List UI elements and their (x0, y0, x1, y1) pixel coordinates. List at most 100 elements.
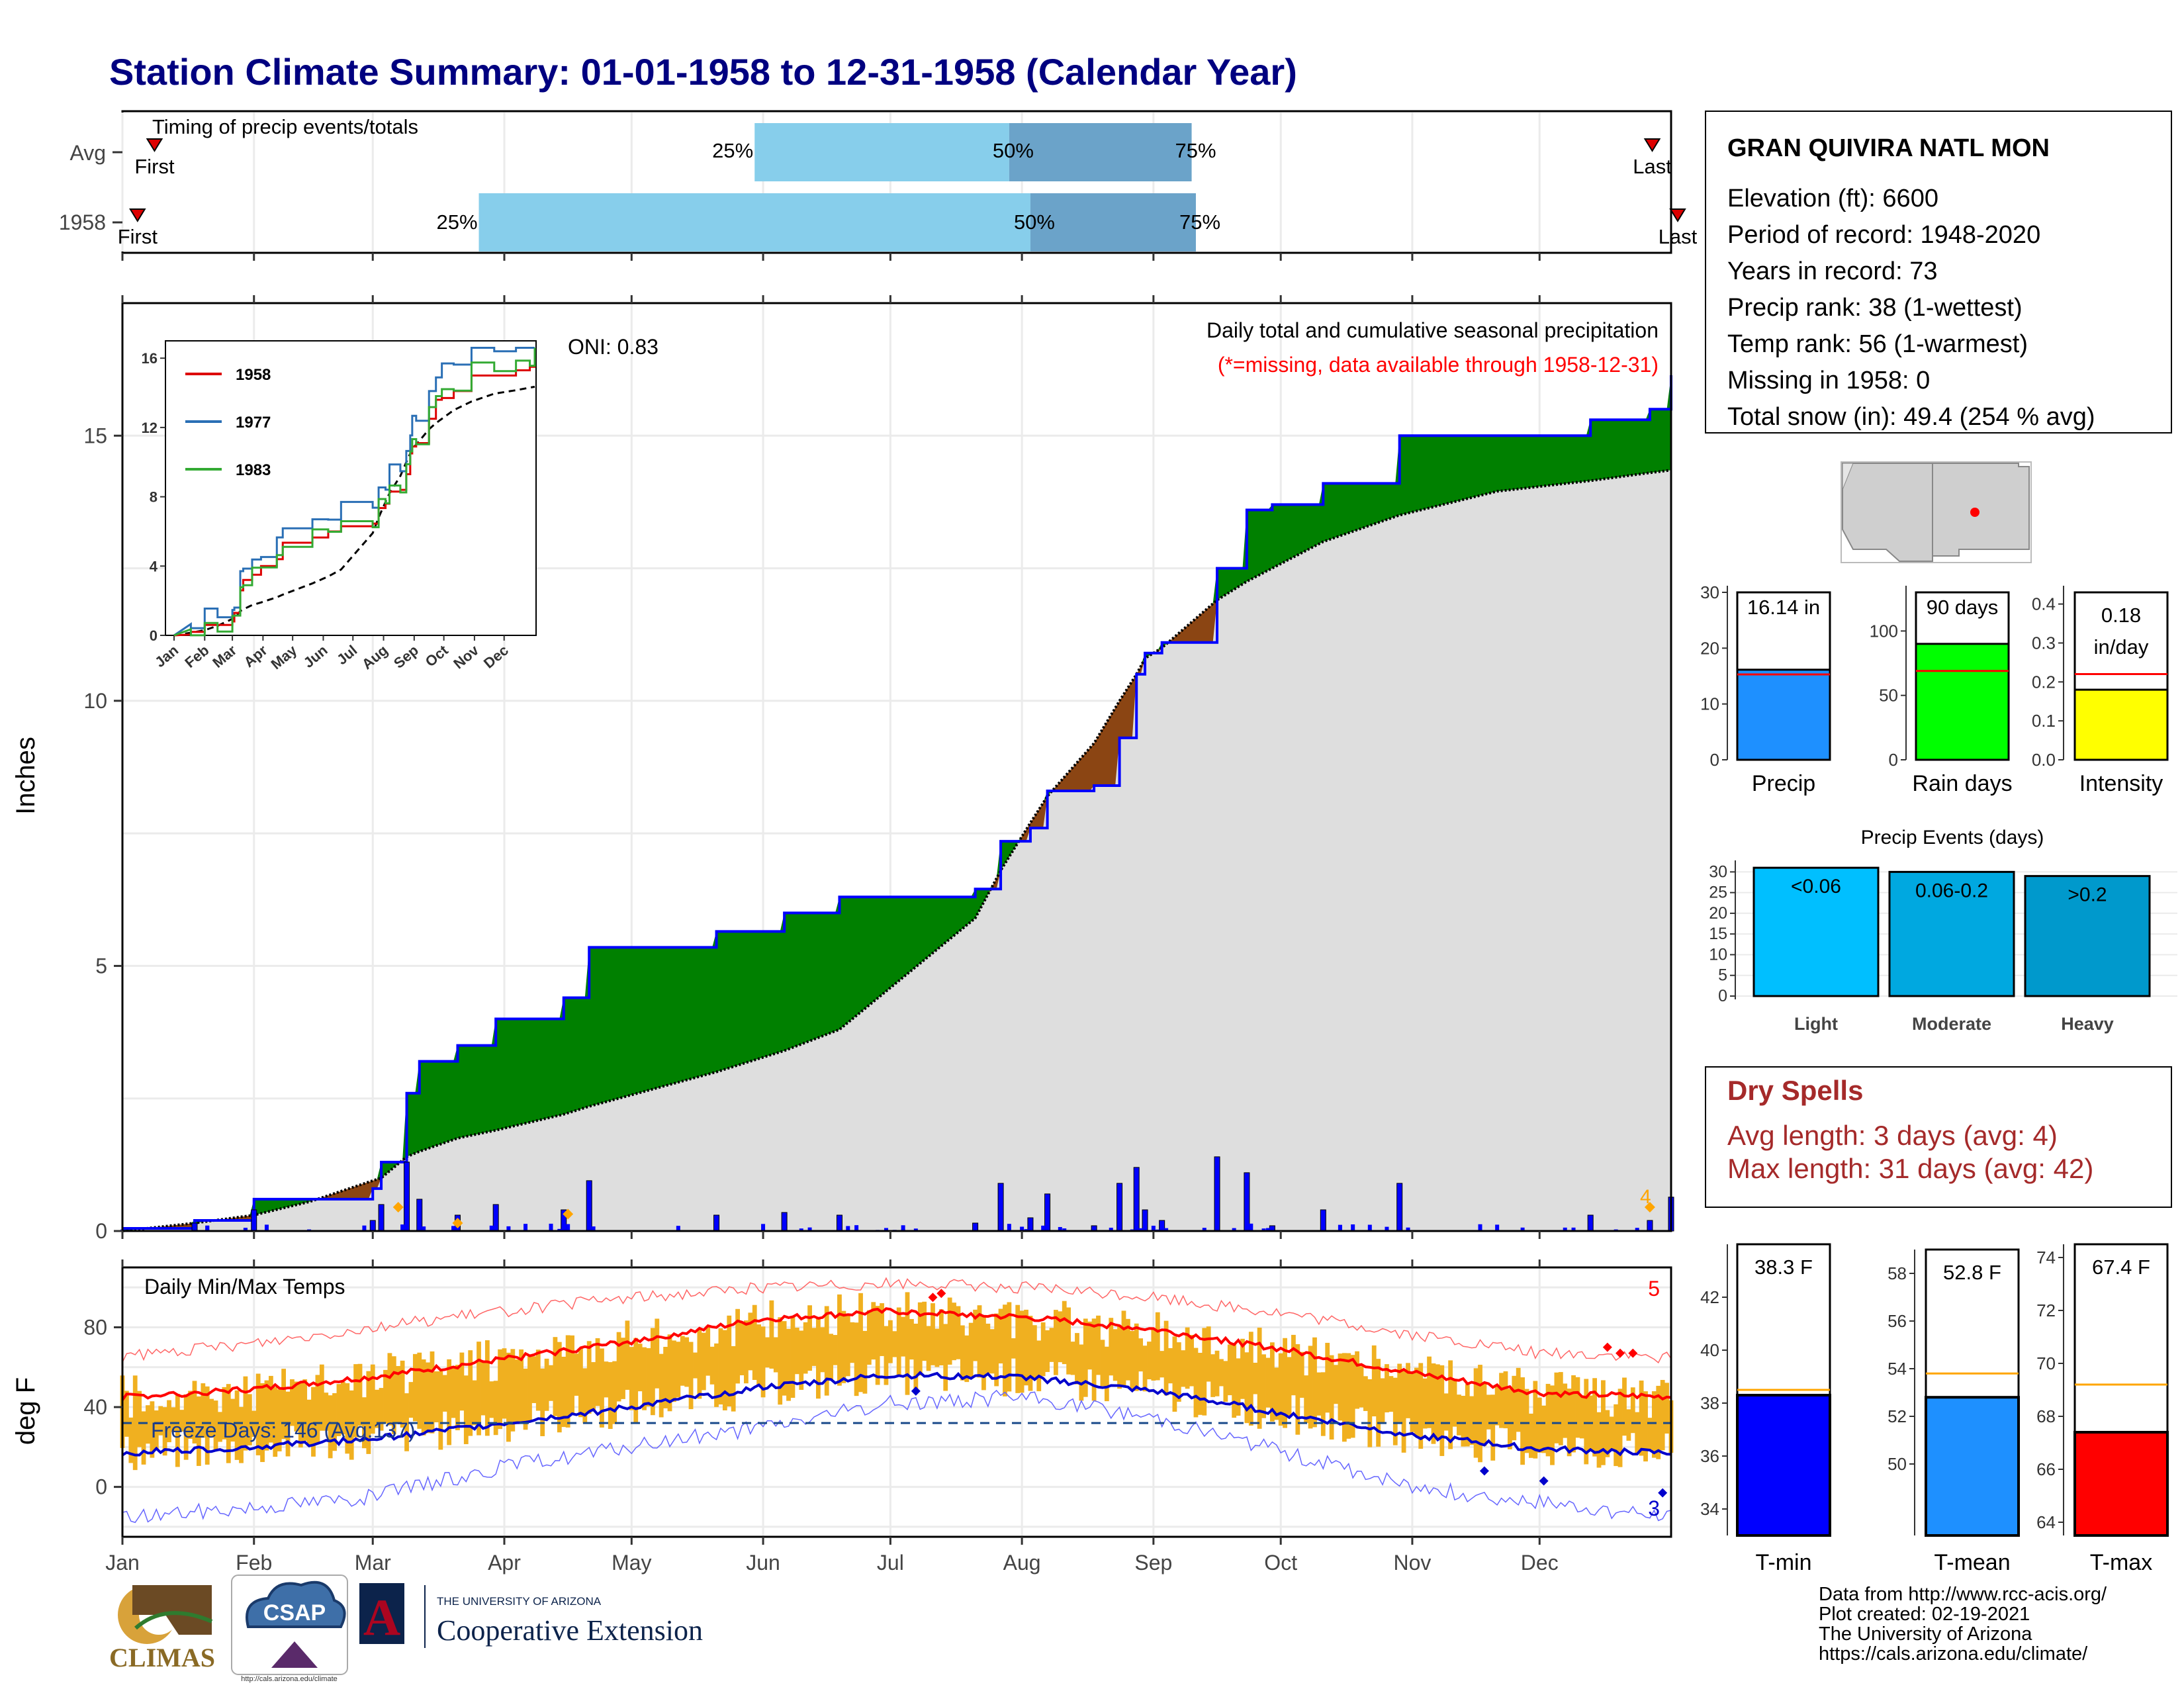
daily-precip-bar (1265, 1228, 1270, 1231)
daily-temp-bar (765, 1337, 770, 1368)
daily-precip-bar (1109, 1228, 1113, 1231)
daily-temp-bar (968, 1322, 974, 1377)
daily-temp-bar (807, 1305, 812, 1371)
daily-temp-bar (1346, 1353, 1351, 1439)
last-event-label: Last (1659, 225, 1698, 248)
daily-temp-bar (218, 1412, 222, 1442)
daily-temp-bar (426, 1362, 430, 1434)
csap-logo: CSAP http://cals.arizona.edu/climate (231, 1575, 348, 1683)
record-high-marker (1602, 1342, 1612, 1352)
timing-q25-label: 25% (712, 139, 753, 162)
daily-temp-bar (837, 1294, 842, 1386)
last-event-marker (1643, 138, 1661, 152)
daily-temp-bar (1223, 1361, 1228, 1402)
daily-temp-bar (1100, 1340, 1105, 1387)
daily-temp-bar (586, 1341, 592, 1414)
small-bar-unit-label: in/day (2094, 635, 2149, 659)
month-tick-label: Oct (1264, 1551, 1297, 1575)
daily-precip-bar (566, 1224, 570, 1231)
daily-temp-bar (1406, 1363, 1410, 1418)
daily-temp-bar (1269, 1342, 1275, 1422)
station-line-missing: Missing in 1958: 0 (1727, 367, 1930, 394)
daily-temp-bar (1329, 1355, 1334, 1440)
daily-precip-bar (1007, 1224, 1011, 1231)
station-name: GRAN QUIVIRA NATL MON (1727, 134, 2050, 162)
daily-temp-bar (600, 1348, 604, 1428)
inset-y-tick-label: 4 (150, 558, 158, 574)
daily-temp-bar (973, 1309, 978, 1361)
daily-temp-bar (222, 1387, 227, 1440)
daily-precip-bar (451, 1226, 456, 1231)
daily-precip-bar (1202, 1228, 1206, 1231)
daily-temp-bar (1121, 1310, 1126, 1386)
record-low-line (122, 1389, 1672, 1524)
record-low-marker (1658, 1488, 1668, 1498)
daily-temp-bar (943, 1324, 948, 1391)
timing-bar-25-50 (754, 123, 1009, 181)
precip-panel: 0 5 10 15 Inches ONI: 0.83 Daily total and … (11, 295, 1674, 1243)
daily-temp-bar (829, 1334, 834, 1380)
daily-precip-bar (251, 1209, 257, 1232)
daily-temp-bar (994, 1313, 999, 1387)
locator-map (1841, 461, 2032, 563)
daily-temp-bar (1278, 1353, 1283, 1426)
daily-precip-bar (404, 1162, 410, 1232)
precip-y-tick-label: 0 (95, 1219, 107, 1243)
daily-precip-bar (1587, 1214, 1594, 1232)
daily-temp-bar (701, 1332, 706, 1391)
small-bar-value-label: 90 days (1927, 596, 1999, 619)
station-info-box: GRAN QUIVIRA NATL MON Elevation (ft): 66… (1705, 111, 2172, 434)
daily-temp-bar (1473, 1368, 1479, 1458)
precip-events-y-tick-label: 15 (1709, 925, 1727, 943)
daily-temp-bar (1253, 1363, 1258, 1394)
daily-temp-bar (158, 1406, 163, 1436)
month-tick-label: Jun (746, 1551, 780, 1575)
daily-temp-bar (294, 1381, 299, 1432)
daily-temp-bar (498, 1349, 502, 1430)
daily-precip-bar (205, 1225, 210, 1231)
daily-temp-bar (1545, 1383, 1551, 1457)
precip-event-bar-label: 0.06-0.2 (1915, 880, 1988, 901)
daily-temp-bar (137, 1391, 142, 1447)
first-event-marker (129, 208, 146, 222)
record-high-marker (1615, 1348, 1625, 1358)
daily-temp-bar (1172, 1336, 1177, 1412)
daily-temp-bar (1066, 1307, 1071, 1375)
month-tick-label: Aug (1003, 1551, 1041, 1575)
daily-temp-bar (349, 1390, 354, 1460)
daily-temp-bar (132, 1375, 138, 1471)
daily-temp-bar (1091, 1318, 1097, 1401)
daily-temp-bar (1465, 1384, 1470, 1447)
daily-temp-bar (1380, 1378, 1385, 1424)
timing-bar-50-75 (1030, 193, 1196, 251)
daily-precip-bar (1142, 1209, 1148, 1232)
daily-temp-bar (871, 1302, 876, 1360)
daily-precip-bar (561, 1226, 566, 1231)
daily-temp-bar (1049, 1328, 1054, 1362)
daily-temp-bar (799, 1330, 804, 1391)
daily-precip-bar (799, 1228, 803, 1231)
daily-temp-bar (565, 1335, 570, 1428)
daily-precip-bar (1159, 1220, 1165, 1232)
daily-temp-bar (1117, 1326, 1122, 1389)
daily-temp-bar (887, 1320, 893, 1363)
daily-temp-bar (858, 1293, 863, 1393)
daily-precip-bar (243, 1228, 248, 1231)
daily-temp-bar (705, 1325, 711, 1376)
csap-mountain-icon (271, 1641, 318, 1668)
daily-temp-bar (1032, 1325, 1037, 1378)
temp-y-tick-label: 0 (95, 1475, 107, 1499)
temp-bar-y-tick-label: 40 (1700, 1340, 1719, 1360)
average-max-line (121, 1307, 1672, 1401)
daily-temp-bar (735, 1308, 740, 1384)
daily-temp-bar (1558, 1372, 1563, 1445)
daily-temp-bar (684, 1337, 690, 1387)
temp-bar-y-tick-label: 34 (1700, 1499, 1719, 1519)
daily-temp-bar (273, 1387, 278, 1457)
daily-temp-bar (633, 1338, 639, 1423)
daily-temp-bar (880, 1303, 884, 1356)
station-line-temp-rank: Temp rank: 56 (1-warmest) (1727, 330, 2028, 358)
daily-temp-bar (188, 1391, 193, 1439)
temp-bar-y-tick-label: 64 (2036, 1512, 2056, 1532)
precip-event-bar (1888, 870, 2015, 997)
